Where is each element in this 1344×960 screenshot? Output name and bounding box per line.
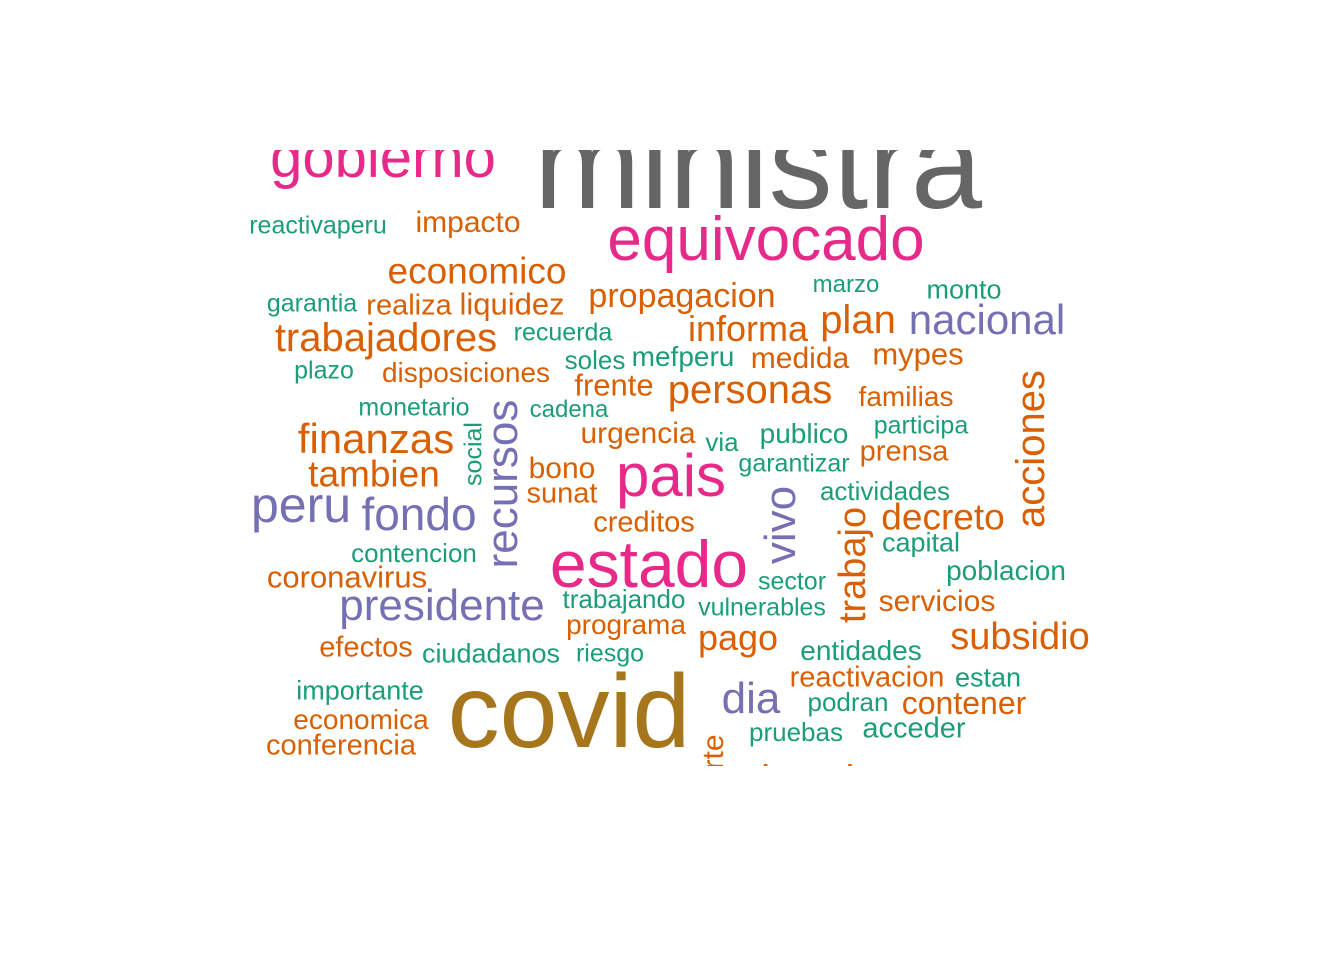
word-gobierno: gobierno — [270, 150, 496, 190]
word-subsidio: subsidio — [950, 616, 1090, 658]
word-marzo: marzo — [812, 271, 880, 298]
word-mefperu: mefperu — [631, 341, 735, 372]
word-disposiciones: disposiciones — [381, 357, 551, 388]
word-estado: estado — [549, 527, 749, 601]
word-recursos: recursos — [478, 399, 527, 569]
word-podran: podran — [807, 687, 889, 717]
word-reporte: reporte — [697, 734, 730, 766]
word-tambien: tambien — [308, 453, 440, 495]
word-propagacion: propagacion — [588, 277, 776, 315]
word-entidades: entidades — [800, 635, 922, 666]
word-vivo: vivo — [756, 485, 805, 565]
word-situacion: situacion — [741, 760, 899, 766]
word-garantizar: garantizar — [738, 449, 850, 478]
word-familias: familias — [858, 381, 954, 412]
word-acceder: acceder — [862, 712, 966, 745]
word-ministra: ministra — [533, 150, 983, 236]
word-pago: pago — [697, 617, 779, 658]
word-garantia: garantia — [266, 289, 358, 318]
word-urgencia: urgencia — [580, 417, 696, 450]
word-cloud: ministra gobierno equivocado reactivaperu im… — [0, 150, 1344, 766]
word-sector: sector — [757, 567, 827, 596]
word-pruebas: pruebas — [749, 717, 843, 747]
word-presidente: presidente — [339, 581, 545, 630]
word-equivocado: equivocado — [607, 205, 925, 274]
word-peru: peru — [250, 477, 352, 533]
word-fondo: fondo — [361, 488, 477, 540]
word-trabajo: trabajo — [832, 506, 874, 624]
word-social: social — [459, 422, 488, 486]
word-acciones: acciones — [1009, 370, 1053, 528]
word-informa: informa — [687, 308, 809, 349]
word-publico: publico — [759, 418, 849, 449]
word-apoyo: apoyo — [278, 763, 382, 766]
word-monetario: monetario — [358, 393, 470, 422]
word-prensa: prensa — [859, 435, 949, 468]
word-creditos: creditos — [593, 506, 695, 539]
word-bono: bono — [528, 452, 596, 485]
word-actividades: actividades — [819, 476, 951, 506]
word-estan: estan — [954, 662, 1022, 693]
word-covid: covid — [447, 654, 691, 766]
word-finanzas: finanzas — [297, 415, 455, 462]
word-decreto: decreto — [881, 496, 1005, 538]
word-capital: capital — [881, 527, 961, 558]
word-nacional: nacional — [908, 296, 1066, 343]
word-economico: economico — [387, 250, 567, 292]
word-trabajadores: trabajadores — [274, 316, 498, 360]
word-contencion: contencion — [351, 538, 477, 568]
word-ciudadanos: ciudadanos — [421, 638, 561, 669]
word-frente: frente — [574, 367, 654, 403]
word-reactivacion: reactivacion — [789, 661, 945, 694]
word-coronavirus: coronavirus — [266, 559, 428, 595]
word-cadena: cadena — [529, 396, 609, 423]
word-participa: participa — [873, 411, 969, 440]
word-programa: programa — [566, 609, 686, 640]
word-importante: importante — [296, 675, 424, 706]
word-trabajando: trabajando — [562, 584, 686, 614]
word-realiza: realiza — [366, 289, 452, 322]
word-monto: monto — [926, 274, 1002, 305]
word-personas: personas — [667, 368, 833, 412]
word-via: via — [705, 427, 739, 457]
word-soles: soles — [564, 345, 626, 375]
word-conferencia: conferencia — [266, 729, 416, 762]
word-poblacion: poblacion — [946, 555, 1066, 586]
word-contener: contener — [901, 685, 1027, 721]
word-reactivaperu: reactivaperu — [249, 211, 387, 240]
word-sunat: sunat — [526, 477, 598, 510]
word-impacto: impacto — [415, 206, 521, 239]
word-pais: pais — [615, 442, 727, 509]
word-liquidez: liquidez — [459, 286, 565, 322]
word-riesgo: riesgo — [575, 639, 645, 668]
word-economica: economica — [293, 704, 429, 735]
word-medida: medida — [750, 342, 850, 375]
word-efectos: efectos — [319, 631, 413, 664]
word-vulnerables: vulnerables — [698, 593, 826, 622]
word-servicios: servicios — [878, 585, 996, 618]
word-recuerda: recuerda — [513, 318, 613, 347]
word-plan: plan — [820, 298, 896, 342]
word-dia: dia — [721, 674, 781, 723]
word-plazo: plazo — [294, 356, 354, 385]
word-mypes: mypes — [872, 336, 964, 372]
